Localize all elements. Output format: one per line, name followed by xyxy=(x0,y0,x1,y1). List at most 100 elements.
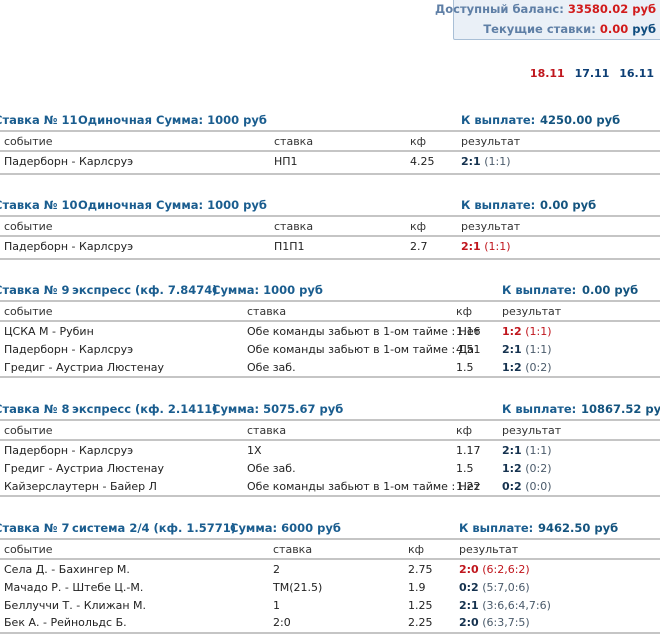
divider xyxy=(0,538,660,540)
score: 2:1 xyxy=(461,240,481,253)
score: 0:2 xyxy=(502,480,522,493)
col-event: событие xyxy=(4,424,53,437)
kf-value: 1.22 xyxy=(456,480,481,493)
bet-title: Ставка № 10 xyxy=(0,198,78,212)
half-score: (6:2,6:2) xyxy=(482,563,530,576)
col-stake: ставка xyxy=(274,220,314,233)
result: 2:0 (6:2,6:2) xyxy=(459,563,530,576)
kf-value: 1.16 xyxy=(456,325,481,338)
result: 2:1 (1:1) xyxy=(461,240,511,253)
score: 2:1 xyxy=(502,343,522,356)
bet-row: Села Д. - Бахингер М. 2 2.75 2:0 (6:2,6:… xyxy=(0,561,660,578)
stake-value: Обе команды забьют в 1-ом тайме : Нет xyxy=(247,325,481,338)
result: 2:0 (6:3,7:5) xyxy=(459,616,530,629)
bet-header: Ставка № 11 Одиночная Сумма: 1000 руб К … xyxy=(0,113,660,131)
bet-type: Одиночная xyxy=(78,198,152,212)
divider xyxy=(0,258,660,260)
stake-value: Обе команды забьют в 1-ом тайме : Да xyxy=(247,343,474,356)
bet-row: Падерборн - Карлсруэ НП1 4.25 2:1 (1:1) xyxy=(0,153,660,170)
divider xyxy=(0,173,660,175)
event-name: Падерборн - Карлсруэ xyxy=(4,240,134,253)
kf-value: 1.5 xyxy=(456,462,474,475)
col-kf: кф xyxy=(410,220,427,233)
current-bets-row: Текущие ставки: 0.00 руб xyxy=(483,22,656,36)
col-result: результат xyxy=(461,220,521,233)
half-score: (0:2) xyxy=(525,462,552,475)
payout-label: К выплате: xyxy=(459,521,534,535)
bet-sum: Сумма: 1000 руб xyxy=(212,283,323,297)
divider xyxy=(0,150,660,152)
col-kf: кф xyxy=(456,424,473,437)
half-score: (3:6,6:4,7:6) xyxy=(482,599,551,612)
divider xyxy=(0,130,660,132)
score: 2:0 xyxy=(459,616,479,629)
bet-sum: Сумма: 6000 руб xyxy=(230,521,341,535)
score: 1:2 xyxy=(502,361,522,374)
half-score: (1:1) xyxy=(525,325,552,338)
bet-title: Ставка № 7 xyxy=(0,521,70,535)
bet-title: Ставка № 9 xyxy=(0,283,70,297)
bet-row: Гредиг - Аустриа Люстенау Обе заб. 1.5 1… xyxy=(0,460,660,477)
col-result: результат xyxy=(502,424,562,437)
bet-row: Бек А. - Рейнольдс Б. 2:0 2.25 2:0 (6:3,… xyxy=(0,614,660,631)
payout-label: К выплате: xyxy=(461,198,536,212)
kf-value: 1.9 xyxy=(408,581,426,594)
score: 1:2 xyxy=(502,325,522,338)
col-stake: ставка xyxy=(247,305,287,318)
event-name: Беллуччи Т. - Клижан М. xyxy=(4,599,147,612)
kf-value: 2.25 xyxy=(408,616,433,629)
payout-label: К выплате: xyxy=(502,283,577,297)
stake-value: Обе команды забьют в 1-ом тайме : Нет xyxy=(247,480,481,493)
score: 2:1 xyxy=(502,444,522,457)
column-headers: событие ставка кф результат xyxy=(0,132,660,149)
event-name: Гредиг - Аустриа Люстенау xyxy=(4,462,165,475)
half-score: (0:2) xyxy=(525,361,552,374)
col-result: результат xyxy=(459,543,519,556)
payout-label: К выплате: xyxy=(461,113,536,127)
bet-title: Ставка № 8 xyxy=(0,402,70,416)
available-balance-value: 33580.02 xyxy=(567,2,629,16)
divider xyxy=(0,376,660,378)
half-score: (6:3,7:5) xyxy=(482,616,530,629)
available-balance-label: Доступный баланс: xyxy=(435,2,564,16)
column-headers: событие ставка кф результат xyxy=(0,302,660,319)
kf-value: 1.17 xyxy=(456,444,481,457)
divider xyxy=(0,320,660,322)
bet-row: Падерборн - Карлсруэ П1П1 2.7 2:1 (1:1) xyxy=(0,238,660,255)
event-name: Гредиг - Аустриа Люстенау xyxy=(4,361,165,374)
event-name: Кайзерслаутерн - Байер Л xyxy=(4,480,157,493)
payout-value: 0.00 руб xyxy=(540,198,597,212)
kf-value: 1.5 xyxy=(456,361,474,374)
bet-header: Ставка № 8 экспресс (кф. 2.1411) Сумма: … xyxy=(0,402,660,420)
bet-sum: Сумма: 5075.67 руб xyxy=(212,402,344,416)
col-event: событие xyxy=(4,543,53,556)
bet-row: ЦСКА М - Рубин Обе команды забьют в 1-ом… xyxy=(0,323,660,340)
date-link[interactable]: 17.11 xyxy=(574,67,610,80)
divider xyxy=(0,215,660,217)
date-link[interactable]: 16.11 xyxy=(619,67,654,80)
current-bets-value: 0.00 xyxy=(599,22,629,36)
stake-value: 1Х xyxy=(247,444,262,457)
date-link-active[interactable]: 18.11 xyxy=(529,67,565,80)
score: 0:2 xyxy=(459,581,479,594)
kf-value: 4.51 xyxy=(456,343,481,356)
payout-label: К выплате: xyxy=(502,402,577,416)
balance-panel: Доступный баланс: 33580.02 руб Текущие с… xyxy=(435,0,660,40)
half-score: (1:1) xyxy=(484,240,511,253)
stake-value: Обе заб. xyxy=(247,462,296,475)
result: 1:2 (1:1) xyxy=(502,325,552,338)
date-links: 18.11 17.11 16.11 xyxy=(524,67,654,80)
score: 2:1 xyxy=(461,155,481,168)
col-stake: ставка xyxy=(274,135,314,148)
bet-type: Одиночная xyxy=(78,113,152,127)
col-event: событие xyxy=(4,220,53,233)
bet-row: Гредиг - Аустриа Люстенау Обе заб. 1.5 1… xyxy=(0,359,660,376)
bet-row: Падерборн - Карлсруэ 1Х 1.17 2:1 (1:1) xyxy=(0,442,660,459)
divider xyxy=(0,558,660,560)
bet-header: Ставка № 9 экспресс (кф. 7.8474) Сумма: … xyxy=(0,283,660,301)
stake-value: ТМ(21.5) xyxy=(273,581,323,594)
half-score: (0:0) xyxy=(525,480,552,493)
event-name: Падерборн - Карлсруэ xyxy=(4,155,134,168)
stake-value: Обе заб. xyxy=(247,361,296,374)
divider xyxy=(0,632,660,634)
